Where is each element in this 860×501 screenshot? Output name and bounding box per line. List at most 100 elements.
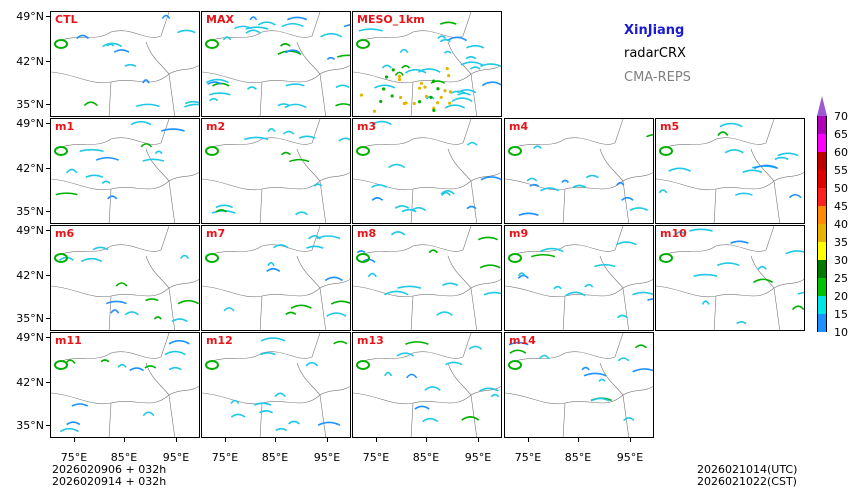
colorbar-label: 15 [834,308,848,321]
lon-label: 95°E [616,451,644,464]
panel-m4: m4 [504,118,654,224]
colorbar-bottom-arrow [817,332,827,352]
panel-map [51,119,199,223]
panel-label: m3 [357,120,377,133]
lon-tick [176,438,177,442]
lat-tick [46,275,50,276]
panel-m6: m6 [50,225,200,331]
colorbar-label: 20 [834,290,848,303]
lat-tick [46,104,50,105]
colorbar-label: 50 [834,182,848,195]
colorbar-segment [817,206,827,224]
lat-label: 35°N [16,419,44,432]
colorbar-label: 65 [834,128,848,141]
panel-map [353,333,501,437]
lon-tick [275,438,276,442]
valid-cst: 2026021022(CST) [697,475,797,488]
lon-label: 95°E [313,451,341,464]
panel-m14: m14 [504,332,654,438]
lon-label: 95°E [162,451,190,464]
lon-label: 85°E [412,451,440,464]
colorbar-label: 70 [834,110,848,123]
lon-label: 85°E [564,451,592,464]
lon-label: 75°E [60,451,88,464]
lon-tick [124,438,125,442]
panel-m12: m12 [201,332,351,438]
lat-tick [46,123,50,124]
panel-label: m2 [206,120,226,133]
colorbar-segment [817,296,827,314]
lat-tick [46,16,50,17]
panel-map [353,119,501,223]
init-time: 2026020906 + 032h 2026020914 + 032h [52,464,166,488]
colorbar-label: 60 [834,146,848,159]
panel-m2: m2 [201,118,351,224]
colorbar-segment [817,224,827,242]
panel-m7: m7 [201,225,351,331]
lat-label: 42°N [16,55,44,68]
lat-label: 35°N [16,205,44,218]
colorbar-segment [817,170,827,188]
panel-label: CTL [55,13,78,26]
panel-label: m14 [509,334,536,347]
panel-map [353,12,501,116]
colorbar-label: 25 [834,272,848,285]
lon-label: 75°E [514,451,542,464]
panel-label: m8 [357,227,377,240]
panel-map [505,226,653,330]
colorbar-label: 55 [834,164,848,177]
panel-label: m1 [55,120,75,133]
colorbar-label: 40 [834,218,848,231]
lon-tick [630,438,631,442]
lon-tick [74,438,75,442]
lon-tick [578,438,579,442]
colorbar-label: 30 [834,254,848,267]
lat-label: 42°N [16,269,44,282]
panel-label: m9 [509,227,529,240]
lon-label: 75°E [362,451,390,464]
panel-label: m6 [55,227,75,240]
panel-map [202,119,350,223]
colorbar-segment [817,188,827,206]
panel-map [51,12,199,116]
lon-label: 95°E [464,451,492,464]
valid-utc: 2026021014(UTC) [697,463,798,476]
lon-label: 85°E [110,451,138,464]
lat-label: 49°N [16,224,44,237]
lon-tick [426,438,427,442]
lat-label: 35°N [16,312,44,325]
lon-tick [327,438,328,442]
panel-m11: m11 [50,332,200,438]
colorbar-label: 35 [834,236,848,249]
panel-map [202,226,350,330]
panel-label: m13 [357,334,384,347]
panel-map [353,226,501,330]
panel-map [51,333,199,437]
init-line-2: 2026020914 + 032h [52,475,167,488]
panel-label: MAX [206,13,234,26]
colorbar-segment [817,314,827,332]
panel-label: MESO_1km [357,13,425,26]
colorbar-segment [817,278,827,296]
lat-tick [46,318,50,319]
system-title: CMA-REPS [624,70,691,85]
lon-tick [528,438,529,442]
valid-time: 2026021014(UTC) 2026021022(CST) [697,464,797,488]
panel-m10: m10 [655,225,805,331]
colorbar-segment [817,260,827,278]
lon-label: 85°E [261,451,289,464]
colorbar-segment [817,116,827,134]
panel-map [656,119,804,223]
region-title: XinJiang [624,23,685,38]
lat-label: 49°N [16,10,44,23]
lat-tick [46,425,50,426]
panel-map [505,119,653,223]
lat-label: 49°N [16,117,44,130]
colorbar-label: 45 [834,200,848,213]
lat-label: 42°N [16,376,44,389]
panel-map [51,226,199,330]
panel-label: m11 [55,334,82,347]
lat-tick [46,230,50,231]
colorbar-segment [817,134,827,152]
colorbar-label: 10 [834,326,848,339]
